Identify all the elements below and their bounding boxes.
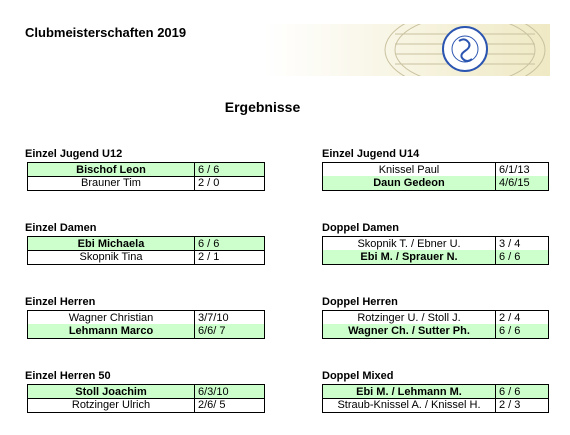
player-cell: Daun Gedeon — [322, 176, 496, 191]
player-cell: Rotzinger U. / Stoll J. — [322, 310, 496, 325]
player-cell: Bischof Leon — [27, 162, 195, 177]
player-cell: Lehmann Marco — [27, 324, 195, 339]
player-cell: Knissel Paul — [322, 162, 496, 177]
section-title: Einzel Jugend U14 — [322, 148, 420, 160]
section-title: Einzel Herren 50 — [25, 370, 111, 382]
player-cell: Stoll Joachim — [27, 384, 195, 399]
score-cell: 2 / 0 — [195, 176, 265, 191]
score-cell: 6 / 6 — [496, 384, 549, 399]
player-cell: Skopnik T. / Ebner U. — [322, 236, 496, 251]
section-title: Doppel Mixed — [322, 370, 394, 382]
player-cell: Wagner Christian — [27, 310, 195, 325]
title: Clubmeisterschaften 2019 — [25, 25, 187, 40]
score-cell: 6 / 6 — [195, 236, 265, 251]
heading: Ergebnisse — [224, 99, 301, 115]
section-title: Einzel Herren — [25, 296, 96, 308]
section-title: Einzel Jugend U12 — [25, 148, 123, 160]
player-cell: Ebi Michaela — [27, 236, 195, 251]
score-cell: 2 / 1 — [195, 250, 265, 265]
section-title: Einzel Damen — [25, 222, 97, 234]
score-cell: 2 / 3 — [496, 398, 549, 413]
score-cell: 6/1/13 — [496, 162, 549, 177]
player-cell: Brauner Tim — [27, 176, 195, 191]
section-title: Doppel Damen — [322, 222, 400, 234]
player-cell: Ebi M. / Lehmann M. — [322, 384, 496, 399]
logo — [265, 24, 550, 76]
score-cell: 3 / 4 — [496, 236, 549, 251]
player-cell: Straub-Knissel A. / Knissel H. — [322, 398, 496, 413]
score-cell: 6 / 6 — [496, 250, 549, 265]
score-cell: 3/7/10 — [195, 310, 265, 325]
player-cell: Ebi M. / Sprauer N. — [322, 250, 496, 265]
score-cell: 4/6/15 — [496, 176, 549, 191]
score-cell: 2/6/ 5 — [195, 398, 265, 413]
score-cell: 6/3/10 — [195, 384, 265, 399]
player-cell: Skopnik Tina — [27, 250, 195, 265]
player-cell: Rotzinger Ulrich — [27, 398, 195, 413]
section-title: Doppel Herren — [322, 296, 398, 308]
player-cell: Wagner Ch. / Sutter Ph. — [322, 324, 496, 339]
score-cell: 6 / 6 — [195, 162, 265, 177]
score-cell: 6 / 6 — [496, 324, 549, 339]
score-cell: 6/6/ 7 — [195, 324, 265, 339]
score-cell: 2 / 4 — [496, 310, 549, 325]
